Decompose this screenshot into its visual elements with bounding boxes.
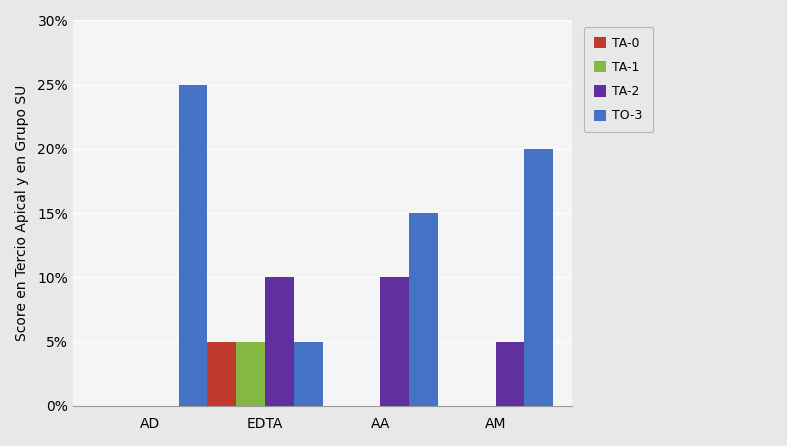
Bar — [380, 277, 409, 406]
Y-axis label: Score en Tercio Apical y en Grupo SU: Score en Tercio Apical y en Grupo SU — [15, 85, 29, 341]
Bar — [409, 213, 438, 406]
Bar — [179, 85, 208, 406]
Bar — [294, 342, 323, 406]
Bar — [265, 277, 294, 406]
Bar — [236, 342, 265, 406]
Bar — [524, 149, 553, 406]
Bar — [208, 342, 236, 406]
Legend: TA-0, TA-1, TA-2, TO-3: TA-0, TA-1, TA-2, TO-3 — [584, 27, 653, 132]
Bar — [496, 342, 524, 406]
